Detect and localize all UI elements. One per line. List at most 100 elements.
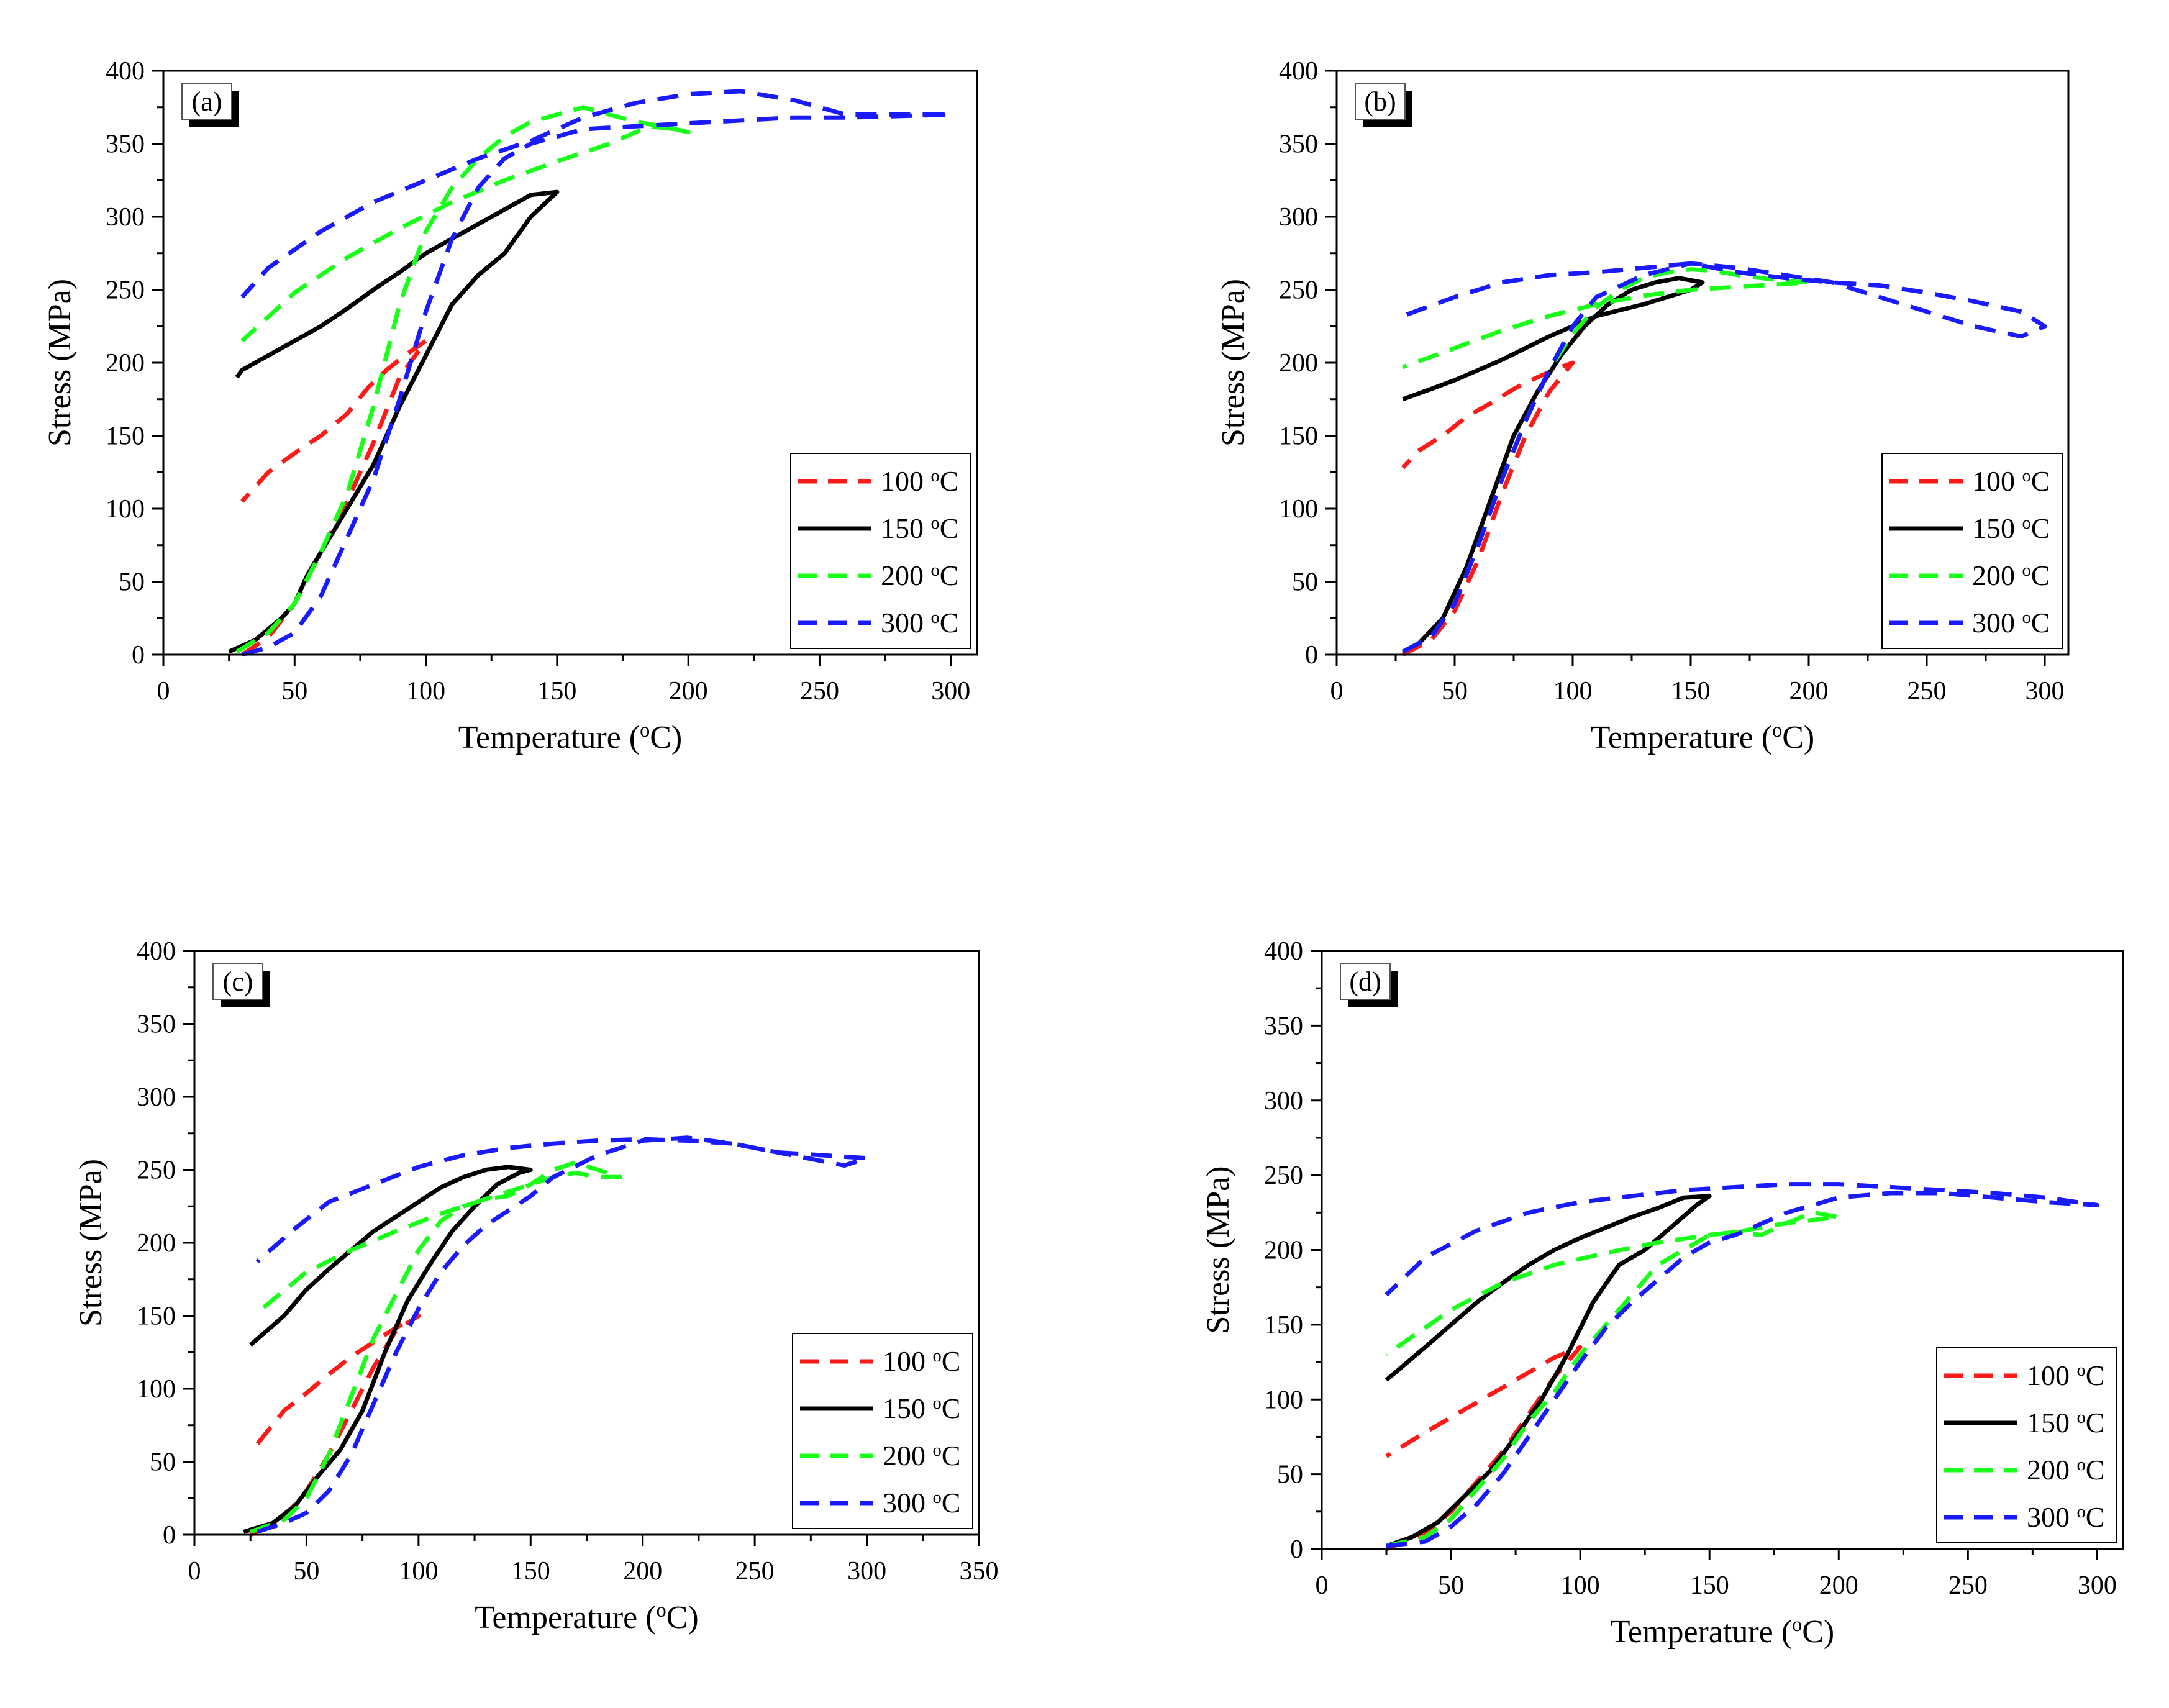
y-tick-label: 150 bbox=[1279, 422, 1318, 451]
y-tick-label: 100 bbox=[1264, 1386, 1303, 1414]
y-tick-label: 250 bbox=[1264, 1161, 1303, 1190]
chart-panel-b: 0 50 100 150 200 250 300 0 50 100 150 200 250 300 350 4… bbox=[1216, 57, 2070, 755]
chart-panel-a: 0 50 100 150 200 250 300 0 50 100 150 200 250 300 350 4… bbox=[42, 57, 978, 755]
y-tick-label: 400 bbox=[1279, 57, 1318, 86]
legend-label-3: 300 oC bbox=[881, 607, 958, 638]
panel-label-box bbox=[1340, 963, 1391, 1000]
y-tick-label: 0 bbox=[1305, 641, 1318, 670]
x-tick-label: 150 bbox=[1690, 1571, 1729, 1600]
y-tick-label: 250 bbox=[137, 1156, 176, 1185]
y-axis-label: Stress (MPa) bbox=[1201, 1166, 1236, 1333]
y-tick-label: 400 bbox=[137, 937, 176, 966]
legend-label-0: 100 oC bbox=[1972, 465, 2050, 497]
y-tick-label: 400 bbox=[106, 57, 145, 86]
x-tick-label: 250 bbox=[735, 1557, 775, 1586]
legend-box bbox=[1936, 1347, 2117, 1543]
y-tick-label: 150 bbox=[106, 422, 145, 451]
x-tick-label: 50 bbox=[281, 677, 307, 706]
series-line-2 bbox=[235, 105, 691, 654]
legend-label-2: 200 oC bbox=[1972, 560, 2050, 591]
y-axis-label: Stress (MPa) bbox=[73, 1159, 109, 1327]
y-tick-label: 400 bbox=[1264, 937, 1303, 966]
y-tick-label: 50 bbox=[119, 568, 145, 597]
series-line-2 bbox=[1401, 267, 1811, 654]
x-axis-label: Temperature (oC) bbox=[1591, 719, 1814, 755]
legend: 100 oC 150 oC 200 oC 300 oC bbox=[1881, 453, 2063, 649]
x-tick-label: 300 bbox=[847, 1557, 886, 1586]
legend: 100 oC 150 oC 200 oC 300 oC bbox=[792, 1333, 973, 1529]
legend-box bbox=[792, 1333, 973, 1529]
series-line-1 bbox=[243, 1165, 533, 1534]
chart-panel-c: 0 50 100 150 200 250 300 350 0 50 100 150 200 250 300 3… bbox=[73, 937, 999, 1635]
x-tick-label: 100 bbox=[399, 1557, 438, 1586]
panel-label-box bbox=[212, 963, 263, 1000]
x-tick-label: 200 bbox=[1789, 677, 1829, 706]
legend-label-3: 300 oC bbox=[2027, 1501, 2104, 1533]
legend-label-1: 150 oC bbox=[1972, 512, 2050, 544]
panel-label-box bbox=[1355, 83, 1406, 120]
y-axis-label: Stress (MPa) bbox=[42, 279, 78, 447]
y-tick-label: 300 bbox=[1279, 203, 1318, 232]
legend-box bbox=[790, 453, 971, 649]
series-line-2 bbox=[250, 1160, 623, 1534]
x-tick-label: 50 bbox=[1438, 1571, 1464, 1600]
y-tick-label: 200 bbox=[1279, 349, 1318, 378]
legend-label-2: 200 oC bbox=[881, 560, 958, 591]
series-line-0 bbox=[1401, 360, 1575, 657]
x-tick-label: 200 bbox=[623, 1557, 662, 1586]
x-tick-label: 0 bbox=[1316, 1571, 1329, 1600]
x-tick-label: 350 bbox=[960, 1557, 999, 1586]
series-line-0 bbox=[249, 1314, 421, 1537]
y-tick-label: 200 bbox=[137, 1229, 176, 1258]
x-tick-label: 250 bbox=[800, 677, 839, 706]
series-line-3 bbox=[240, 89, 953, 657]
legend-label-3: 300 oC bbox=[1972, 607, 2050, 638]
panel-label: (b) bbox=[1364, 86, 1396, 117]
x-tick-label: 0 bbox=[1330, 677, 1344, 706]
panel-label: (c) bbox=[223, 966, 253, 997]
y-tick-label: 300 bbox=[137, 1083, 176, 1112]
x-tick-label: 300 bbox=[931, 677, 970, 706]
x-tick-label: 300 bbox=[2078, 1571, 2117, 1600]
y-tick-label: 150 bbox=[137, 1302, 176, 1331]
y-tick-label: 350 bbox=[137, 1011, 176, 1039]
x-tick-label: 100 bbox=[1553, 677, 1593, 706]
chart-panel-d: 0 50 100 150 200 250 300 0 50 100 150 200 250 300 350 4… bbox=[1201, 937, 2124, 1650]
panel-label: (a) bbox=[192, 86, 222, 117]
series-line-1 bbox=[1385, 1194, 1712, 1548]
y-tick-label: 0 bbox=[163, 1521, 176, 1550]
legend-label-1: 150 oC bbox=[883, 1392, 960, 1424]
x-axis-label: Temperature (oC) bbox=[1611, 1613, 1834, 1650]
x-tick-label: 0 bbox=[157, 677, 170, 706]
x-tick-label: 50 bbox=[1442, 677, 1468, 706]
y-tick-label: 0 bbox=[1290, 1535, 1303, 1564]
series-line-0 bbox=[1385, 1345, 1583, 1551]
series-line-1 bbox=[1401, 276, 1705, 654]
legend-label-1: 150 oC bbox=[881, 512, 958, 544]
panel-label-box bbox=[181, 83, 232, 120]
x-tick-label: 200 bbox=[669, 677, 708, 706]
x-tick-label: 150 bbox=[1671, 677, 1711, 706]
y-tick-label: 100 bbox=[106, 495, 145, 524]
y-tick-label: 100 bbox=[137, 1375, 176, 1404]
y-tick-label: 150 bbox=[1264, 1311, 1303, 1340]
y-tick-label: 50 bbox=[1292, 568, 1318, 597]
panel-label: (d) bbox=[1349, 966, 1381, 997]
series-line-3 bbox=[1385, 1182, 2099, 1548]
x-tick-label: 250 bbox=[1908, 677, 1947, 706]
x-axis-label: Temperature (oC) bbox=[475, 1599, 698, 1635]
y-tick-label: 200 bbox=[1264, 1237, 1303, 1265]
y-tick-label: 250 bbox=[1279, 276, 1318, 305]
x-tick-label: 250 bbox=[1948, 1571, 1988, 1600]
y-tick-label: 0 bbox=[132, 641, 145, 670]
x-tick-label: 100 bbox=[1561, 1571, 1600, 1600]
y-tick-label: 350 bbox=[1279, 130, 1318, 159]
legend: 100 oC 150 oC 200 oC 300 oC bbox=[1936, 1347, 2117, 1543]
legend-label-0: 100 oC bbox=[2027, 1360, 2104, 1391]
y-tick-label: 350 bbox=[106, 130, 145, 159]
y-axis-label: Stress (MPa) bbox=[1216, 279, 1251, 447]
y-tick-label: 300 bbox=[106, 203, 145, 232]
x-tick-label: 150 bbox=[537, 677, 576, 706]
y-tick-label: 300 bbox=[1264, 1087, 1303, 1115]
